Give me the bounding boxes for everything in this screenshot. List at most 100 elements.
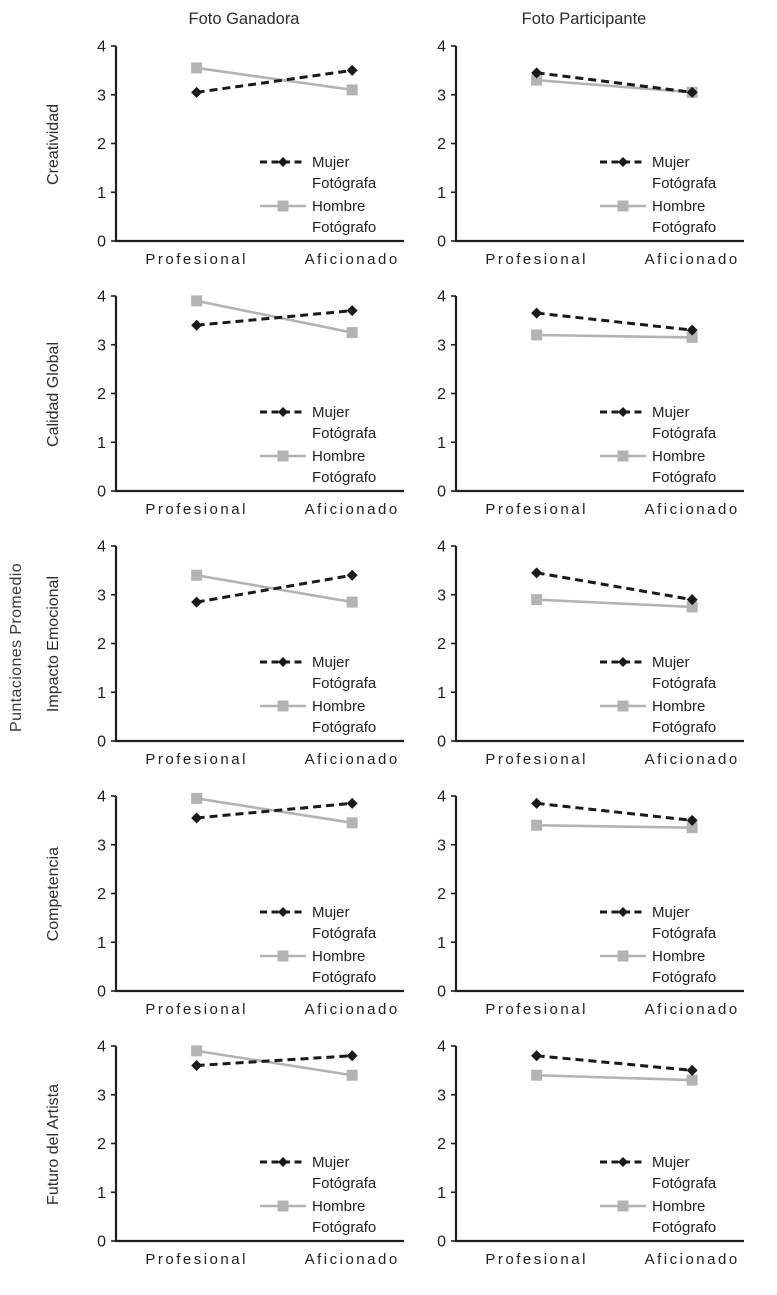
data-point-hombre-fotografo-aficionado (686, 331, 698, 343)
y-tick-label: 4 (437, 289, 446, 306)
y-tick-label: 3 (437, 337, 446, 354)
chart-cell-competencia-foto-participante: 0 1 2 3 4 Profesional Aficionado Mujer Fotógrafa… (414, 784, 754, 1034)
data-point-hombre-fotografo-profesional (531, 74, 543, 86)
y-tick-label: 1 (437, 1185, 446, 1202)
x-category-label-profesional: Profesional (485, 251, 588, 268)
legend-label-mujer: Mujer (312, 154, 350, 171)
data-point-mujer-fotografa-aficionado (346, 797, 358, 809)
data-point-mujer-fotografa-aficionado (686, 86, 698, 98)
series-line-mujer-fotografa (536, 1054, 693, 1072)
legend-marker-diamond-icon (618, 907, 628, 917)
y-tick-label: 1 (437, 935, 446, 952)
x-category-label-aficionado: Aficionado (305, 751, 400, 768)
row-label-competencia: Competencia (45, 846, 62, 942)
data-point-mujer-fotografa-profesional (531, 307, 543, 319)
legend-label-fotografa: Fotógrafa (312, 675, 377, 692)
data-point-mujer-fotografa-aficionado (346, 64, 358, 76)
legend-label-hombre: Hombre (652, 948, 705, 965)
data-point-mujer-fotografa-aficionado (346, 1050, 358, 1062)
legend-label-fotografo: Fotógrafo (312, 219, 376, 236)
y-tick-label: 0 (97, 234, 106, 251)
data-point-mujer-fotografa-profesional (531, 67, 543, 79)
column-titles-row: Foto Ganadora Foto Participante (34, 0, 777, 34)
legend-label-fotografo: Fotógrafo (312, 719, 376, 736)
legend-label-hombre: Hombre (652, 698, 705, 715)
legend-marker-diamond-icon (278, 657, 288, 667)
data-point-mujer-fotografa-profesional (191, 86, 203, 98)
series-line-hombre-fotografo (536, 1073, 693, 1082)
data-point-mujer-fotografa-profesional (191, 596, 203, 608)
y-tick-label: 2 (97, 1136, 106, 1153)
series-line-mujer-fotografa (196, 309, 353, 327)
chart-competencia-foto-participante: 0 1 2 3 4 Profesional Aficionado Mujer Fotógrafa… (437, 789, 744, 1018)
y-tick-label: 1 (437, 185, 446, 202)
legend-label-fotografo: Fotógrafo (652, 719, 716, 736)
row-label-futuro-del-artista: Futuro del Artista (45, 1083, 62, 1205)
legend-label-fotografo: Fotógrafo (652, 469, 716, 486)
legend-label-fotografa: Fotógrafa (312, 925, 377, 942)
y-tick-label: 4 (97, 289, 106, 306)
chart-row-creatividad: Creatividad 0 1 2 3 4 Profesional Aficionado Muj… (34, 34, 777, 284)
data-point-mujer-fotografa-profesional (531, 797, 543, 809)
chart-row-calidad-global: Calidad Global 0 1 2 3 4 Profesional Aficionado… (34, 284, 777, 534)
x-category-label-aficionado: Aficionado (305, 501, 400, 518)
data-point-hombre-fotografo-profesional (191, 62, 203, 74)
legend-marker-square-icon (277, 700, 289, 712)
x-category-label-profesional: Profesional (145, 251, 248, 268)
chart-competencia-foto-ganadora: 0 1 2 3 4 Profesional Aficionado Mujer Fotógrafa… (97, 789, 404, 1018)
data-point-hombre-fotografo-profesional (531, 594, 543, 606)
data-point-mujer-fotografa-aficionado (686, 1064, 698, 1076)
legend-marker-square-icon (277, 1200, 289, 1212)
x-category-label-aficionado: Aficionado (305, 1001, 400, 1018)
legend-label-fotografa: Fotógrafa (312, 1175, 377, 1192)
data-point-hombre-fotografo-aficionado (346, 596, 358, 608)
chart-cell-futuro-del-artista-foto-ganadora: 0 1 2 3 4 Profesional Aficionado Mujer Fotógrafa… (74, 1034, 414, 1284)
column-title-foto-ganadora: Foto Ganadora (188, 10, 300, 28)
legend-competencia-foto-ganadora: Mujer Fotógrafa Hombre Fotógrafo (260, 904, 377, 986)
data-point-mujer-fotografa-aficionado (686, 594, 698, 606)
legend-label-mujer: Mujer (312, 654, 350, 671)
data-point-hombre-fotografo-aficionado (686, 1074, 698, 1086)
legend-label-hombre: Hombre (312, 1198, 365, 1215)
row-label-creatividad: Creatividad (45, 103, 62, 185)
legend-label-hombre: Hombre (652, 1198, 705, 1215)
x-category-label-profesional: Profesional (485, 1251, 588, 1268)
data-point-mujer-fotografa-profesional (191, 1060, 203, 1071)
legend-label-fotografa: Fotógrafa (652, 675, 717, 692)
y-tick-label: 1 (97, 935, 106, 952)
x-category-label-profesional: Profesional (145, 1251, 248, 1268)
data-point-mujer-fotografa-profesional (191, 812, 203, 824)
series-line-hombre-fotografo (536, 823, 693, 829)
y-tick-label: 1 (437, 435, 446, 452)
series-line-hombre-fotografo (536, 598, 693, 609)
legend-label-mujer: Mujer (312, 904, 350, 921)
legend-calidad-global-foto-participante: Mujer Fotógrafa Hombre Fotógrafo (600, 404, 717, 486)
series-line-mujer-fotografa (196, 68, 353, 94)
y-tick-label: 1 (437, 685, 446, 702)
data-point-hombre-fotografo-profesional (531, 819, 543, 831)
legend-label-fotografa: Fotógrafa (652, 1175, 717, 1192)
y-tick-label: 2 (437, 136, 446, 153)
data-point-hombre-fotografo-profesional (531, 1069, 543, 1081)
chart-creatividad-foto-ganadora: 0 1 2 3 4 Profesional Aficionado Mujer Fotógrafa… (97, 39, 404, 268)
data-point-mujer-fotografa-aficionado (686, 324, 698, 336)
chart-cell-impacto-emocional-foto-participante: 0 1 2 3 4 Profesional Aficionado Mujer Fotógrafa… (414, 534, 754, 784)
y-tick-label: 4 (97, 39, 106, 56)
x-category-label-aficionado: Aficionado (645, 251, 740, 268)
x-category-label-aficionado: Aficionado (305, 1251, 400, 1268)
x-category-label-aficionado: Aficionado (645, 751, 740, 768)
legend-marker-square-icon (617, 700, 629, 712)
y-tick-label: 4 (437, 1039, 446, 1056)
row-label-container-creatividad: Creatividad (34, 34, 74, 284)
y-tick-label: 4 (97, 539, 106, 556)
legend-label-mujer: Mujer (312, 404, 350, 421)
x-category-label-aficionado: Aficionado (645, 501, 740, 518)
x-category-label-aficionado: Aficionado (645, 1251, 740, 1268)
row-label-container-competencia: Competencia (34, 784, 74, 1034)
y-tick-label: 2 (437, 636, 446, 653)
y-tick-label: 3 (97, 337, 106, 354)
x-category-label-profesional: Profesional (485, 501, 588, 518)
y-tick-label: 4 (437, 789, 446, 806)
data-point-hombre-fotografo-profesional (191, 792, 203, 804)
legend-competencia-foto-participante: Mujer Fotógrafa Hombre Fotógrafo (600, 904, 717, 986)
